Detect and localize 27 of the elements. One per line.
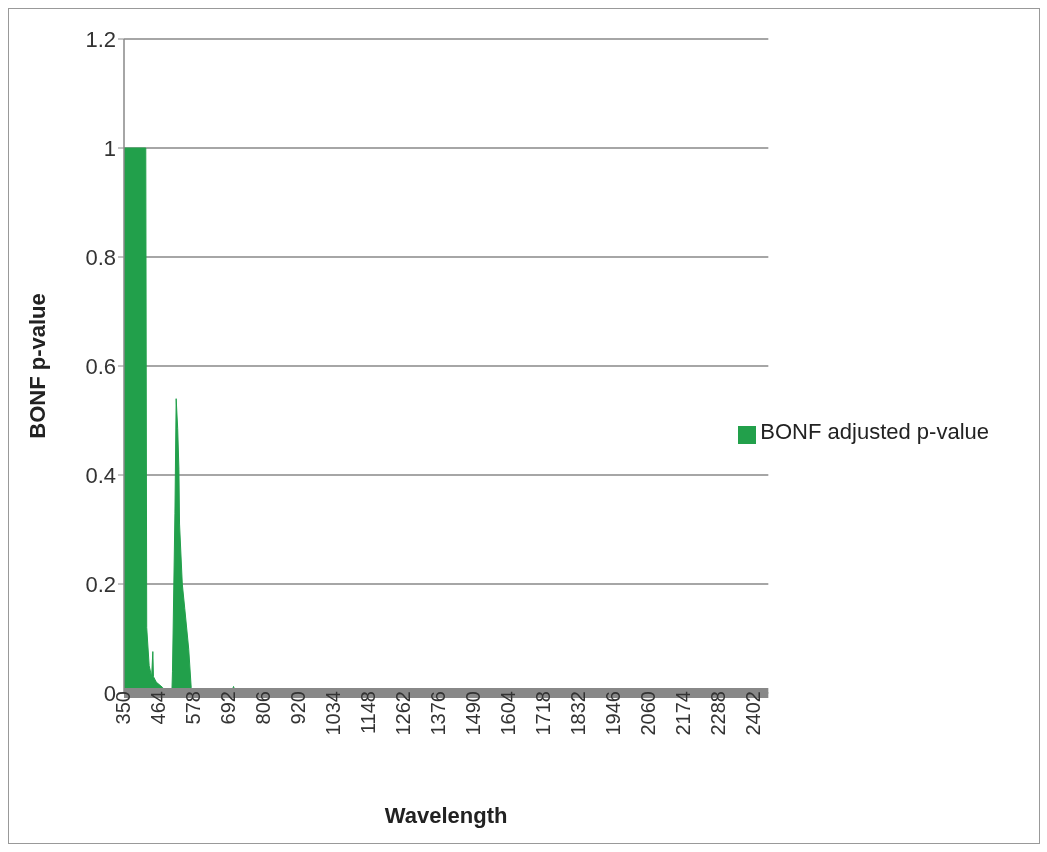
legend-label: BONF adjusted p-value: [760, 419, 989, 444]
y-tick-label: 0.6: [85, 353, 116, 379]
x-tick-label: 1604: [496, 691, 519, 736]
x-tick-label: 2174: [671, 691, 694, 736]
x-tick-label: 1034: [322, 691, 345, 736]
x-tick-label: 1718: [531, 691, 554, 736]
x-tick-label: 806: [252, 691, 275, 725]
x-tick-label: 1148: [357, 691, 380, 735]
y-tick-label: 1.2: [85, 26, 116, 52]
x-tick-label: 2288: [706, 691, 729, 736]
x-tick-label: 1946: [601, 691, 624, 736]
x-tick-label: 1376: [427, 691, 449, 736]
y-axis-title: BONF p-value: [24, 293, 50, 439]
y-tick-label: 0.8: [85, 244, 116, 270]
x-tick-label: 920: [287, 691, 310, 725]
x-axis-title: Wavelength: [384, 803, 508, 828]
x-tick-label: 1832: [566, 691, 589, 736]
x-tick-label: 1490: [461, 691, 484, 736]
y-tick-label: 0.2: [85, 571, 116, 597]
x-tick-label: 1262: [392, 691, 415, 736]
x-tick-label: 464: [147, 691, 170, 725]
x-tick-label: 578: [182, 691, 205, 725]
x-tick-label: 2060: [636, 691, 659, 736]
x-tick-label: 692: [217, 691, 240, 725]
y-tick-label: 0.4: [85, 462, 116, 488]
x-tick-label: 2402: [741, 691, 764, 736]
y-tick-label: 1: [103, 135, 116, 161]
